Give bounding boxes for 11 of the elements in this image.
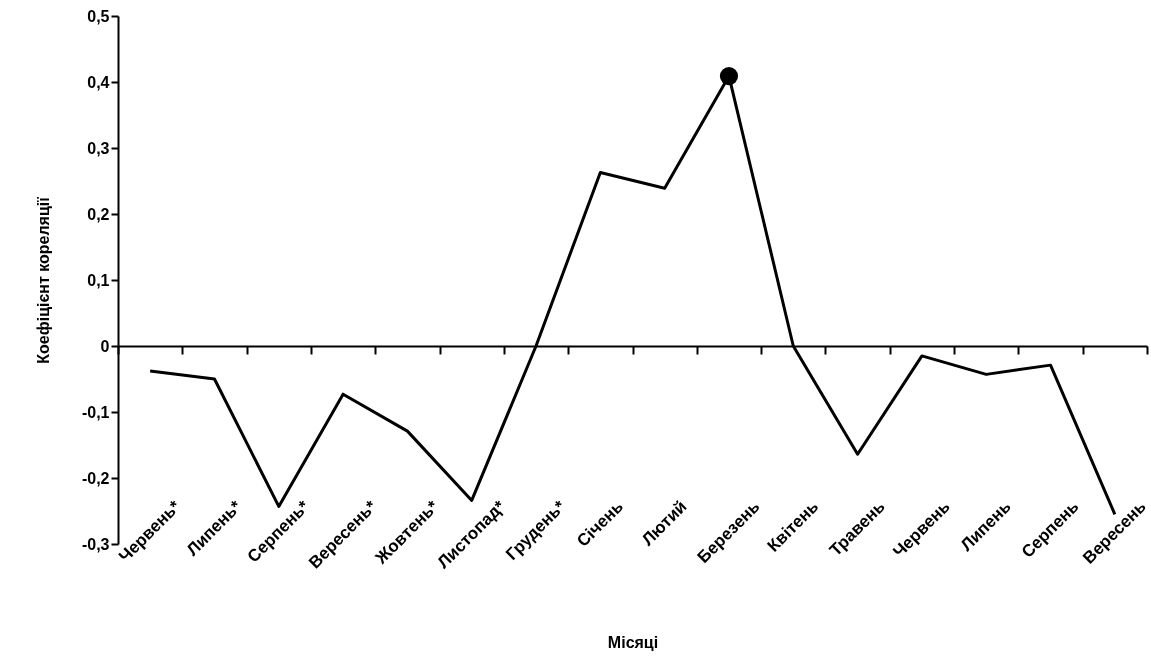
y-tick-label: 0,2 — [87, 205, 110, 223]
y-tick-label: -0,1 — [81, 403, 110, 421]
y-tick-label: 0 — [100, 337, 110, 355]
y-tick-label: -0,2 — [81, 469, 110, 487]
x-axis-title: Місяці — [607, 633, 659, 651]
y-tick-label: 0,4 — [87, 73, 110, 91]
y-axis-title: Коефіцієнт кореляції — [34, 196, 52, 364]
y-tick-label: 0,5 — [87, 7, 110, 25]
y-tick-label: -0,3 — [81, 535, 110, 553]
y-tick-label: 0,1 — [87, 271, 110, 289]
y-tick-label: 0,3 — [87, 139, 110, 157]
